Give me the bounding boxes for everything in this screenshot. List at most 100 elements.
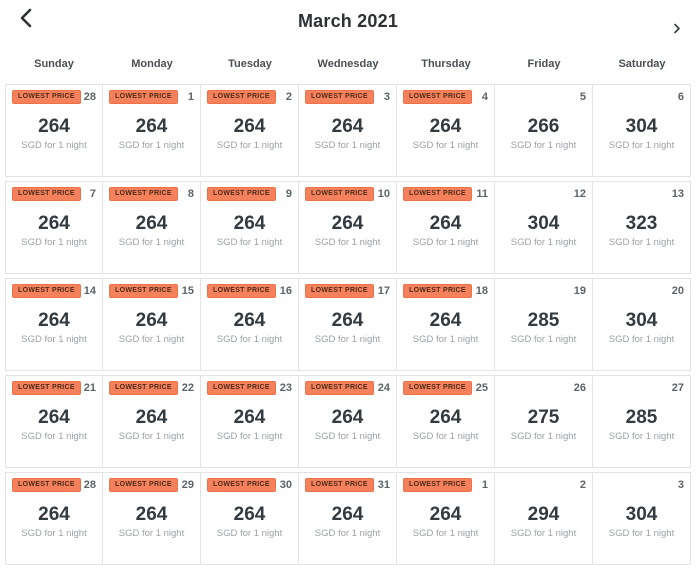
previous-month-button[interactable] [13, 6, 39, 32]
price-value: 264 [38, 310, 70, 331]
day-cell[interactable]: LOWEST PRICE 7 264 SGD for 1 night [5, 181, 103, 274]
cell-top: LOWEST PRICE 1 [403, 478, 488, 492]
day-cell[interactable]: LOWEST PRICE 23 264 SGD for 1 night [201, 375, 299, 468]
price-block: 264 SGD for 1 night [207, 213, 292, 248]
lowest-price-badge: LOWEST PRICE [12, 381, 81, 395]
date-number: 1 [187, 91, 194, 103]
price-value: 264 [38, 504, 70, 525]
price-value: 264 [331, 407, 364, 428]
date-number: 28 [83, 91, 96, 103]
calendar-header: March 2021 [0, 0, 696, 46]
day-cell[interactable]: 3 304 SGD for 1 night [593, 472, 691, 565]
day-cell[interactable]: LOWEST PRICE 30 264 SGD for 1 night [201, 472, 299, 565]
day-cell[interactable]: LOWEST PRICE 25 264 SGD for 1 night [397, 375, 495, 468]
cell-top: LOWEST PRICE 18 [403, 284, 488, 298]
price-value: 264 [429, 504, 462, 525]
day-cell[interactable]: 27 285 SGD for 1 night [593, 375, 691, 468]
price-unit: SGD for 1 night [608, 139, 675, 151]
price-block: 266 SGD for 1 night [501, 116, 586, 151]
price-value: 294 [527, 504, 560, 525]
date-number: 24 [377, 382, 390, 394]
day-cell[interactable]: 12 304 SGD for 1 night [495, 181, 593, 274]
price-unit: SGD for 1 night [412, 333, 479, 345]
day-cell[interactable]: LOWEST PRICE 28 264 SGD for 1 night [5, 84, 103, 177]
price-unit: SGD for 1 night [510, 139, 577, 151]
cell-top: LOWEST PRICE 22 [109, 381, 194, 395]
price-unit: SGD for 1 night [510, 236, 577, 248]
page-title: March 2021 [297, 11, 399, 31]
day-cell[interactable]: LOWEST PRICE 16 264 SGD for 1 night [201, 278, 299, 371]
price-value: 264 [429, 310, 462, 331]
price-block: 264 SGD for 1 night [305, 116, 390, 151]
price-block: 264 SGD for 1 night [207, 504, 292, 539]
price-block: 285 SGD for 1 night [599, 407, 684, 442]
day-cell[interactable]: 2 294 SGD for 1 night [495, 472, 593, 565]
cell-top: 2 [501, 478, 586, 492]
cell-top: 13 [599, 187, 684, 201]
price-block: 264 SGD for 1 night [403, 213, 488, 248]
day-cell[interactable]: LOWEST PRICE 31 264 SGD for 1 night [299, 472, 397, 565]
date-number: 16 [279, 285, 292, 297]
day-cell[interactable]: 5 266 SGD for 1 night [495, 84, 593, 177]
cell-top: LOWEST PRICE 1 [109, 90, 194, 104]
week-row: LOWEST PRICE 28 264 SGD for 1 night LOWEST P… [5, 472, 691, 565]
price-unit: SGD for 1 night [216, 430, 283, 442]
price-value: 264 [233, 213, 266, 234]
day-cell[interactable]: LOWEST PRICE 17 264 SGD for 1 night [299, 278, 397, 371]
lowest-price-badge: LOWEST PRICE [109, 187, 178, 201]
price-value: 264 [429, 407, 462, 428]
day-cell[interactable]: LOWEST PRICE 1 264 SGD for 1 night [103, 84, 201, 177]
weekday-label: Sunday [34, 58, 74, 70]
date-number: 8 [187, 188, 194, 200]
day-cell[interactable]: LOWEST PRICE 11 264 SGD for 1 night [397, 181, 495, 274]
price-unit: SGD for 1 night [21, 139, 87, 151]
day-cell[interactable]: LOWEST PRICE 2 264 SGD for 1 night [201, 84, 299, 177]
day-cell[interactable]: LOWEST PRICE 1 264 SGD for 1 night [397, 472, 495, 565]
cell-top: LOWEST PRICE 24 [305, 381, 390, 395]
day-cell[interactable]: LOWEST PRICE 10 264 SGD for 1 night [299, 181, 397, 274]
lowest-price-badge: LOWEST PRICE [12, 478, 81, 492]
price-value: 264 [429, 213, 462, 234]
price-block: 304 SGD for 1 night [599, 116, 684, 151]
day-cell[interactable]: 19 285 SGD for 1 night [495, 278, 593, 371]
day-cell[interactable]: 26 275 SGD for 1 night [495, 375, 593, 468]
date-number: 15 [181, 285, 194, 297]
day-cell[interactable]: 6 304 SGD for 1 night [593, 84, 691, 177]
price-value: 264 [331, 213, 364, 234]
cell-top: 19 [501, 284, 586, 298]
date-number: 21 [83, 382, 96, 394]
day-cell[interactable]: LOWEST PRICE 29 264 SGD for 1 night [103, 472, 201, 565]
price-value: 304 [625, 116, 658, 137]
price-value: 264 [135, 504, 168, 525]
day-cell[interactable]: LOWEST PRICE 24 264 SGD for 1 night [299, 375, 397, 468]
date-number: 11 [476, 188, 488, 200]
lowest-price-badge: LOWEST PRICE [12, 187, 81, 201]
cell-top: LOWEST PRICE 4 [403, 90, 488, 104]
next-month-button[interactable] [668, 20, 686, 38]
day-cell[interactable]: LOWEST PRICE 14 264 SGD for 1 night [5, 278, 103, 371]
price-value: 264 [135, 310, 168, 331]
date-number: 30 [279, 479, 292, 491]
day-cell[interactable]: LOWEST PRICE 15 264 SGD for 1 night [103, 278, 201, 371]
day-cell[interactable]: 13 323 SGD for 1 night [593, 181, 691, 274]
price-unit: SGD for 1 night [21, 527, 87, 539]
day-cell[interactable]: 20 304 SGD for 1 night [593, 278, 691, 371]
day-cell[interactable]: LOWEST PRICE 22 264 SGD for 1 night [103, 375, 201, 468]
price-unit: SGD for 1 night [118, 139, 185, 151]
price-unit: SGD for 1 night [314, 333, 381, 345]
day-cell[interactable]: LOWEST PRICE 4 264 SGD for 1 night [397, 84, 495, 177]
day-cell[interactable]: LOWEST PRICE 9 264 SGD for 1 night [201, 181, 299, 274]
lowest-price-badge: LOWEST PRICE [207, 284, 276, 298]
day-cell[interactable]: LOWEST PRICE 3 264 SGD for 1 night [299, 84, 397, 177]
date-number: 28 [83, 479, 96, 491]
weekday-label: Saturday [618, 58, 666, 70]
day-cell[interactable]: LOWEST PRICE 21 264 SGD for 1 night [5, 375, 103, 468]
price-block: 264 SGD for 1 night [12, 310, 96, 345]
price-value: 264 [331, 310, 364, 331]
lowest-price-badge: LOWEST PRICE [109, 478, 178, 492]
price-unit: SGD for 1 night [118, 527, 185, 539]
date-number: 18 [475, 285, 488, 297]
day-cell[interactable]: LOWEST PRICE 28 264 SGD for 1 night [5, 472, 103, 565]
day-cell[interactable]: LOWEST PRICE 18 264 SGD for 1 night [397, 278, 495, 371]
day-cell[interactable]: LOWEST PRICE 8 264 SGD for 1 night [103, 181, 201, 274]
